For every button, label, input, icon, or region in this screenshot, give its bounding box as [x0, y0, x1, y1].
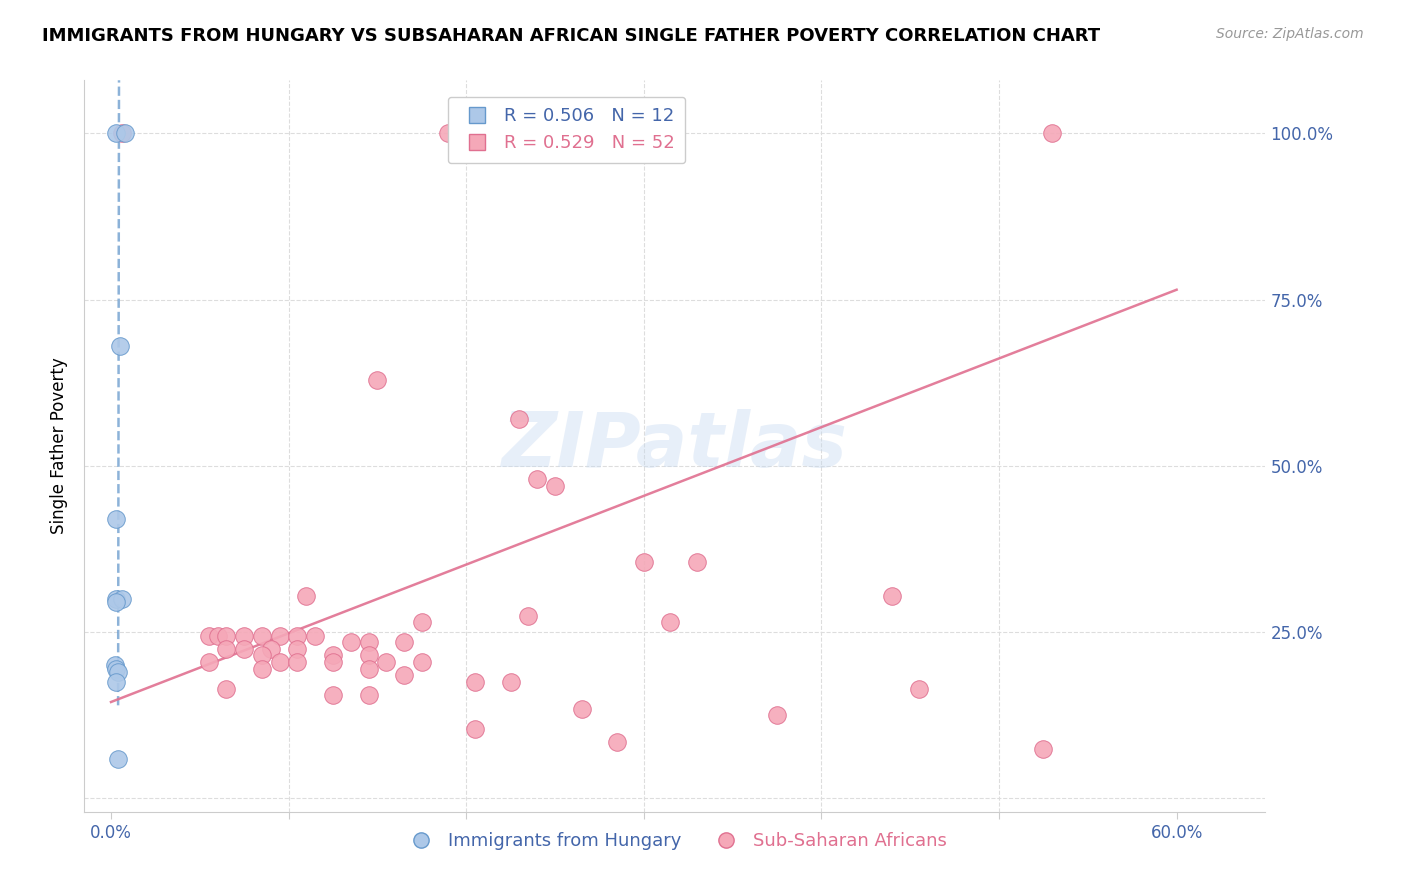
- Point: [233, 628, 256, 642]
- Point: [287, 641, 309, 656]
- Point: [207, 628, 229, 642]
- Point: [322, 689, 344, 703]
- Point: [111, 127, 134, 141]
- Point: [233, 641, 256, 656]
- Point: [517, 608, 540, 623]
- Point: [108, 339, 131, 353]
- Point: [260, 641, 283, 656]
- Point: [107, 665, 129, 679]
- Point: [322, 655, 344, 669]
- Point: [1040, 127, 1063, 141]
- Point: [295, 589, 318, 603]
- Point: [464, 675, 486, 690]
- Point: [304, 628, 326, 642]
- Point: [633, 555, 655, 569]
- Point: [197, 655, 219, 669]
- Point: [250, 628, 273, 642]
- Point: [392, 635, 415, 649]
- Point: [197, 628, 219, 642]
- Point: [105, 512, 128, 526]
- Point: [215, 681, 238, 696]
- Point: [287, 628, 309, 642]
- Point: [322, 648, 344, 663]
- Point: [464, 722, 486, 736]
- Point: [105, 127, 128, 141]
- Point: [287, 655, 309, 669]
- Point: [339, 635, 361, 649]
- Point: [437, 127, 460, 141]
- Point: [1032, 741, 1054, 756]
- Point: [103, 658, 125, 673]
- Point: [882, 589, 904, 603]
- Text: Source: ZipAtlas.com: Source: ZipAtlas.com: [1216, 27, 1364, 41]
- Point: [686, 555, 709, 569]
- Point: [392, 668, 415, 682]
- Point: [105, 675, 128, 690]
- Point: [250, 648, 273, 663]
- Legend: Immigrants from Hungary, Sub-Saharan Africans: Immigrants from Hungary, Sub-Saharan Afr…: [395, 825, 955, 857]
- Y-axis label: Single Father Poverty: Single Father Poverty: [51, 358, 69, 534]
- Point: [107, 751, 129, 765]
- Point: [215, 628, 238, 642]
- Point: [375, 655, 398, 669]
- Point: [357, 689, 380, 703]
- Point: [269, 628, 291, 642]
- Point: [357, 635, 380, 649]
- Text: ZIPatlas: ZIPatlas: [502, 409, 848, 483]
- Point: [105, 591, 128, 606]
- Point: [508, 412, 530, 426]
- Point: [357, 648, 380, 663]
- Point: [411, 655, 433, 669]
- Point: [571, 701, 593, 715]
- Point: [411, 615, 433, 630]
- Text: IMMIGRANTS FROM HUNGARY VS SUBSAHARAN AFRICAN SINGLE FATHER POVERTY CORRELATION : IMMIGRANTS FROM HUNGARY VS SUBSAHARAN AF…: [42, 27, 1101, 45]
- Point: [105, 662, 128, 676]
- Point: [766, 708, 789, 723]
- Point: [544, 479, 567, 493]
- Point: [114, 127, 136, 141]
- Point: [105, 595, 128, 609]
- Point: [908, 681, 931, 696]
- Point: [606, 735, 628, 749]
- Point: [366, 372, 388, 386]
- Point: [526, 472, 548, 486]
- Point: [111, 591, 134, 606]
- Point: [215, 641, 238, 656]
- Point: [357, 662, 380, 676]
- Point: [659, 615, 682, 630]
- Point: [499, 675, 522, 690]
- Point: [250, 662, 273, 676]
- Point: [269, 655, 291, 669]
